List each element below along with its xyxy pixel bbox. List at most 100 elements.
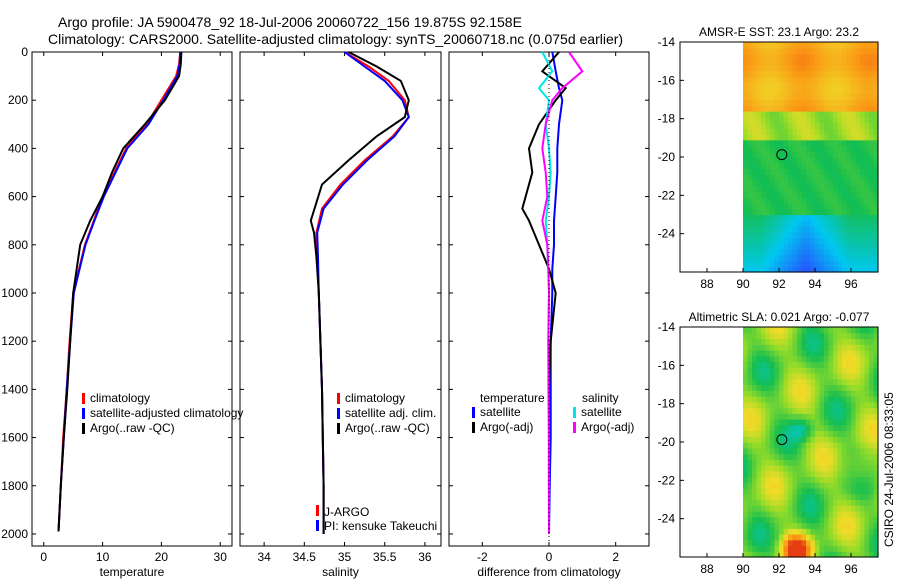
heatmap-cell: [828, 419, 834, 426]
sst-map-panel: AMSR-E SST: 23.1 Argo: 23.288 90 92 94 96-14…: [658, 25, 879, 291]
heatmap-cell: [770, 361, 776, 368]
heatmap-cell: [774, 231, 780, 239]
heatmap-cell: [801, 367, 807, 374]
heatmap-cell: [828, 116, 834, 124]
heatmap-cell: [869, 419, 875, 426]
heatmap-cell: [761, 220, 767, 227]
heatmap-cell: [774, 476, 780, 483]
heatmap-cell: [801, 511, 807, 518]
heatmap-cell: [837, 53, 843, 60]
heatmap-cell: [752, 396, 758, 403]
heatmap-cell: [797, 70, 803, 78]
heatmap-cell: [770, 185, 776, 193]
heatmap-cell: [855, 327, 861, 334]
heatmap-cell: [864, 243, 870, 250]
heatmap-cell: [797, 226, 803, 233]
heatmap-cell: [837, 243, 843, 250]
heatmap-cell: [851, 157, 857, 164]
heatmap-cell: [756, 111, 762, 118]
heatmap-cell: [752, 442, 758, 449]
heatmap-cell: [788, 528, 794, 535]
heatmap-cell: [860, 332, 866, 340]
heatmap-cell: [752, 208, 758, 216]
heatmap-cell: [801, 539, 807, 547]
heatmap-cell: [761, 459, 767, 466]
heatmap-cell: [837, 162, 843, 170]
heatmap-cell: [783, 436, 789, 443]
heatmap-cell: [873, 476, 879, 483]
heatmap-cell: [842, 465, 848, 472]
heatmap-cell: [747, 442, 753, 449]
heatmap-cell: [801, 522, 807, 529]
heatmap-cell: [743, 522, 749, 529]
heatmap-cell: [788, 367, 794, 374]
y-tick-label: 200: [8, 93, 28, 107]
heatmap-cell: [774, 237, 780, 244]
heatmap-cell: [770, 59, 776, 66]
heatmap-cell: [801, 76, 807, 83]
heatmap-cell: [842, 390, 848, 397]
heatmap-cell: [810, 350, 816, 357]
heatmap-cell: [824, 191, 830, 198]
heatmap-cell: [743, 249, 749, 256]
heatmap-cell: [747, 378, 753, 386]
heatmap-cell: [833, 111, 839, 118]
heatmap-cell: [873, 220, 879, 227]
heatmap-cell: [873, 396, 879, 403]
heatmap-cell: [828, 145, 834, 152]
heatmap-cell: [864, 499, 870, 506]
heatmap-cell: [806, 145, 812, 152]
heatmap-cell: [864, 355, 870, 363]
heatmap-cell: [797, 390, 803, 397]
heatmap-cell: [756, 430, 762, 437]
heatmap-cell: [747, 88, 753, 95]
heatmap-cell: [743, 545, 749, 552]
heatmap-cell: [752, 430, 758, 437]
heatmap-cell: [833, 99, 839, 106]
x-tick-label: 10: [96, 550, 110, 564]
heatmap-cell: [837, 266, 843, 273]
heatmap-cell: [761, 237, 767, 244]
heatmap-cell: [833, 145, 839, 152]
heatmap-cell: [819, 266, 825, 273]
heatmap-cell: [828, 401, 834, 409]
heatmap-cell: [765, 459, 771, 466]
heatmap-cell: [770, 419, 776, 426]
heatmap-cell: [752, 459, 758, 466]
heatmap-cell: [846, 384, 852, 391]
heatmap-cell: [842, 344, 848, 351]
heatmap-cell: [779, 65, 785, 72]
heatmap-cell: [797, 401, 803, 409]
heatmap-cell: [828, 42, 834, 49]
heatmap-cell: [783, 528, 789, 535]
heatmap-cell: [756, 208, 762, 216]
heatmap-cell: [824, 401, 830, 409]
heatmap-cell: [869, 145, 875, 152]
heatmap-cell: [873, 390, 879, 397]
heatmap-cell: [756, 145, 762, 152]
heatmap-cell: [842, 88, 848, 95]
heatmap-cell: [842, 197, 848, 204]
heatmap-cell: [828, 220, 834, 227]
heatmap-cell: [824, 338, 830, 345]
heatmap-cell: [873, 139, 879, 147]
heatmap-cell: [873, 470, 879, 478]
heatmap-cell: [792, 59, 798, 66]
heatmap-cell: [819, 53, 825, 60]
heatmap-cell: [756, 65, 762, 72]
heatmap-cell: [851, 266, 857, 273]
heatmap-cell: [783, 82, 789, 89]
heatmap-cell: [842, 65, 848, 72]
heatmap-cell: [842, 180, 848, 187]
heatmap-cell: [833, 459, 839, 466]
heatmap-cell: [833, 93, 839, 101]
heatmap-cell: [864, 59, 870, 66]
heatmap-cell: [869, 180, 875, 187]
heatmap-cell: [842, 384, 848, 391]
heatmap-cell: [806, 442, 812, 449]
heatmap-cell: [756, 266, 762, 273]
heatmap-cell: [788, 93, 794, 101]
heatmap-cell: [860, 151, 866, 158]
heatmap-cell: [774, 122, 780, 129]
heatmap-cell: [819, 413, 825, 420]
